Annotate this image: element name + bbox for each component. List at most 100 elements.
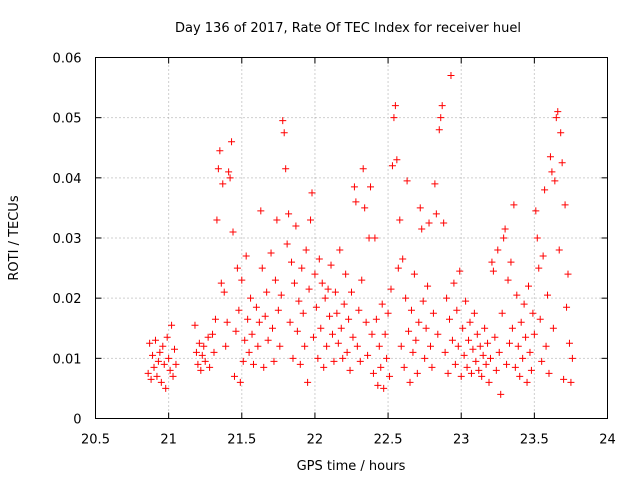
data-point [195,339,203,347]
data-point [473,330,481,338]
data-point [248,330,256,338]
data-point [405,327,413,335]
data-point [513,291,521,299]
data-point [444,369,452,377]
data-point [339,354,347,362]
data-point [312,303,320,311]
data-point [454,342,462,350]
y-tick-label: 0.05 [53,112,82,127]
data-point [279,117,287,125]
data-point [241,336,249,344]
data-point [538,357,546,365]
y-tick-label: 0.06 [53,52,82,67]
data-point [479,351,487,359]
data-point [522,333,530,341]
data-point [350,183,358,191]
y-tick-label: 0 [73,413,81,428]
data-point [277,291,285,299]
data-point [501,225,509,233]
data-point [213,216,221,224]
data-point [418,225,426,233]
data-point [457,372,465,380]
data-point [209,330,217,338]
data-point [318,279,326,287]
data-point [421,354,429,362]
data-point [472,357,480,365]
data-point [520,300,528,308]
data-point [372,315,380,323]
data-point [485,378,493,386]
x-tick-label: 21 [160,433,177,448]
data-point [261,312,269,320]
data-point [258,264,266,272]
data-point [451,360,459,368]
data-point [380,384,388,392]
y-tick-label: 0.04 [53,172,82,187]
data-point [270,357,278,365]
x-tick-label: 23 [453,433,470,448]
data-point [274,306,282,314]
data-point [391,102,399,110]
x-axis-label: GPS time / hours [297,459,406,474]
data-point [192,348,200,356]
data-point [463,363,471,371]
data-point [440,219,448,227]
data-point [286,318,294,326]
data-point [450,279,458,287]
data-point [525,282,533,290]
data-point [216,147,224,155]
data-point [273,216,281,224]
data-point [204,333,212,341]
data-point [412,336,420,344]
data-point [492,366,500,374]
data-point [500,234,508,242]
data-point [447,72,455,80]
data-point [558,159,566,167]
data-point [315,255,323,263]
data-point [466,318,474,326]
data-point [565,339,573,347]
data-point [290,279,298,287]
data-point [288,258,296,266]
data-point [465,336,473,344]
data-point [331,288,339,296]
data-point [269,324,277,332]
data-point [334,339,342,347]
y-tick-label: 0.03 [53,232,82,247]
data-point [489,267,497,275]
data-point [292,222,300,230]
data-point [166,366,174,374]
data-point [302,246,310,254]
data-point [568,354,576,362]
data-point [516,372,524,380]
data-point [564,270,572,278]
data-point [467,369,475,377]
data-point [539,252,547,260]
y-tick-labels: 0 0.01 0.02 0.03 0.04 0.05 0.06 [53,52,82,428]
data-point [222,342,230,350]
data-point [527,366,535,374]
data-point [396,216,404,224]
data-point [239,357,247,365]
data-point [293,327,301,335]
data-point [242,252,250,260]
data-point [386,372,394,380]
data-point [424,282,432,290]
data-point [244,315,252,323]
data-point [375,342,383,350]
data-point [151,336,159,344]
data-point [197,366,205,374]
data-point [356,357,364,365]
data-point [150,363,158,371]
data-point [194,360,202,368]
data-point [535,264,543,272]
data-point [560,375,568,383]
data-point [470,309,478,317]
data-point [361,204,369,212]
data-point [317,324,325,332]
data-point [517,318,525,326]
data-point [214,165,222,173]
data-point [342,270,350,278]
data-point [172,360,180,368]
